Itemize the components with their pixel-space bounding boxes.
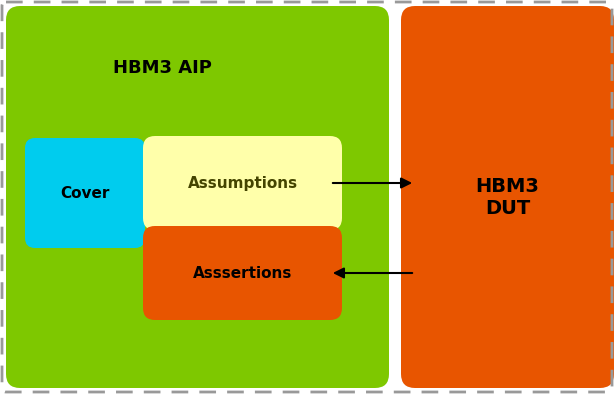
FancyBboxPatch shape	[143, 136, 342, 230]
Text: HBM3 AIP: HBM3 AIP	[112, 59, 211, 77]
FancyBboxPatch shape	[143, 226, 342, 320]
Text: HBM3
DUT: HBM3 DUT	[476, 177, 540, 217]
FancyBboxPatch shape	[401, 6, 614, 388]
FancyBboxPatch shape	[25, 138, 145, 248]
Text: Asssertions: Asssertions	[193, 266, 292, 281]
FancyBboxPatch shape	[6, 6, 389, 388]
Text: Cover: Cover	[60, 186, 110, 201]
Text: Assumptions: Assumptions	[187, 175, 298, 191]
